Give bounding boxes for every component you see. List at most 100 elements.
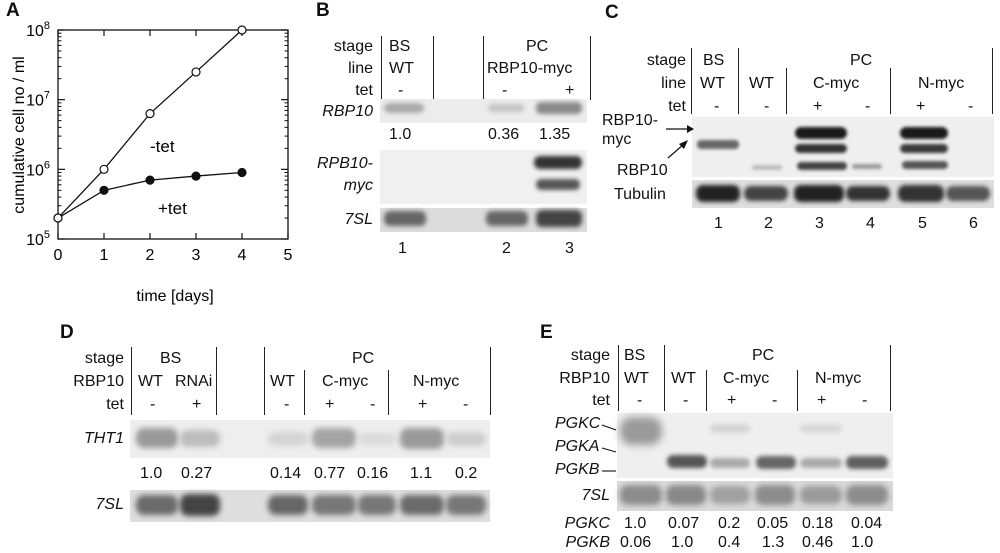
c-band [696,185,740,202]
c-band [797,162,847,170]
e-divider [618,345,619,411]
e-quant-pgkc-2: 0.07 [668,515,700,532]
e-quant-pgkb-6: 1.0 [851,534,874,551]
c-band [795,127,847,139]
b-divider [590,36,591,100]
d-tet-3: - [284,396,290,413]
b-band [486,211,528,226]
d-tet-7: - [463,396,469,413]
panel-e-letter: E [540,322,553,343]
d-quant-5: 0.16 [357,465,389,482]
open-point [99,164,109,174]
c-band [902,161,948,169]
d-quant-4: 0.77 [314,465,346,482]
b-row-7sl: 7SL [344,211,373,228]
e-band [800,458,842,468]
e-band [620,417,662,445]
b-hdr-line: line [348,60,373,77]
panel-d-letter: D [60,322,74,343]
e-row-pgka: PGKA [555,438,600,455]
d-divider [264,347,265,415]
e-hdr-stage: stage [570,347,610,364]
c-band [900,144,948,153]
c-line-4: N-myc [918,75,965,92]
b-stage-bs: BS [389,38,411,55]
c-band [900,127,948,139]
d-band [446,495,486,515]
b-row-rbp10: RBP10 [322,103,373,120]
d-divider [131,347,132,415]
d-line-1: WT [138,373,163,390]
open-point [237,25,247,35]
d-tet-5: - [370,396,376,413]
b-tet-3: + [565,82,575,99]
c-hdr-tet: tet [668,98,686,115]
b-hdr-stage: stage [333,38,373,55]
b-lane-1: 1 [398,240,407,257]
c-band [946,186,990,201]
c-label-tubulin: Tubulin [614,186,666,203]
d-divider [304,370,305,415]
c-band [846,186,890,201]
b-tet-1: - [398,82,404,99]
b-divider [483,36,484,100]
x-tick-label: 3 [192,247,201,264]
d-quant-3: 0.14 [270,465,302,482]
panel-b-letter: B [316,0,330,21]
e-band [846,456,888,469]
b-row-rpb10myc-1: RPB10- [316,155,373,172]
d-band [400,495,444,515]
c-lane-1: 1 [714,215,723,232]
c-label-rbp10: RBP10 [617,162,668,179]
e-line-3: C-myc [723,370,770,387]
e-tet-3: + [727,392,737,409]
e-tet-2: - [683,392,689,409]
c-tet-3: + [813,98,823,115]
c-band [852,164,882,169]
open-point [145,109,155,119]
c-tet-1: - [714,98,720,115]
c-label-rbp10myc-1: RBP10- [602,112,659,129]
c-tet-2: - [764,98,770,115]
c-lane-2: 2 [764,215,773,232]
series-line-0 [57,29,243,219]
b-tet-2: - [502,82,508,99]
c-band [697,140,739,149]
d-band [180,494,220,516]
y-tick-label: 105 [26,229,50,249]
c-band [794,185,844,202]
e-row-pgkb: PGKB [555,461,600,478]
x-tick-label: 2 [146,247,155,264]
b-band [534,156,582,169]
e-stage-bs: BS [624,347,646,364]
e-tet-4: - [772,392,778,409]
c-line-2: WT [749,75,774,92]
c-lane-4: 4 [866,215,875,232]
c-label-rbp10myc-2: myc [602,131,632,148]
b-quant-1: 1.0 [389,126,412,143]
c-band [898,185,944,202]
y-tick-label: 108 [26,20,50,40]
b-line-wt: WT [389,60,414,77]
e-row-pgkc: PGKC [555,415,601,432]
x-tick-label: 4 [238,247,247,264]
d-tet-4: + [325,396,335,413]
b-band [536,179,580,190]
b-lane-2: 2 [502,240,511,257]
e-quant-pgkc-6: 0.04 [851,515,883,532]
e-band [710,424,750,433]
d-line-5: N-myc [413,373,460,390]
e-line-2: WT [671,370,696,387]
c-band [744,186,788,201]
y-tick-label: 107 [26,90,50,110]
c-stage-bs: BS [703,52,725,69]
e-quant-label-pgkc: PGKC [564,515,610,532]
e-band [620,485,662,505]
c-lane-5: 5 [918,215,927,232]
d-hdr-tet: tet [106,396,124,413]
y-axis-label: cumulative cell no / ml [11,56,28,213]
filled-point [99,185,109,195]
d-band [268,432,308,446]
c-band [752,165,782,170]
d-band [312,495,356,515]
